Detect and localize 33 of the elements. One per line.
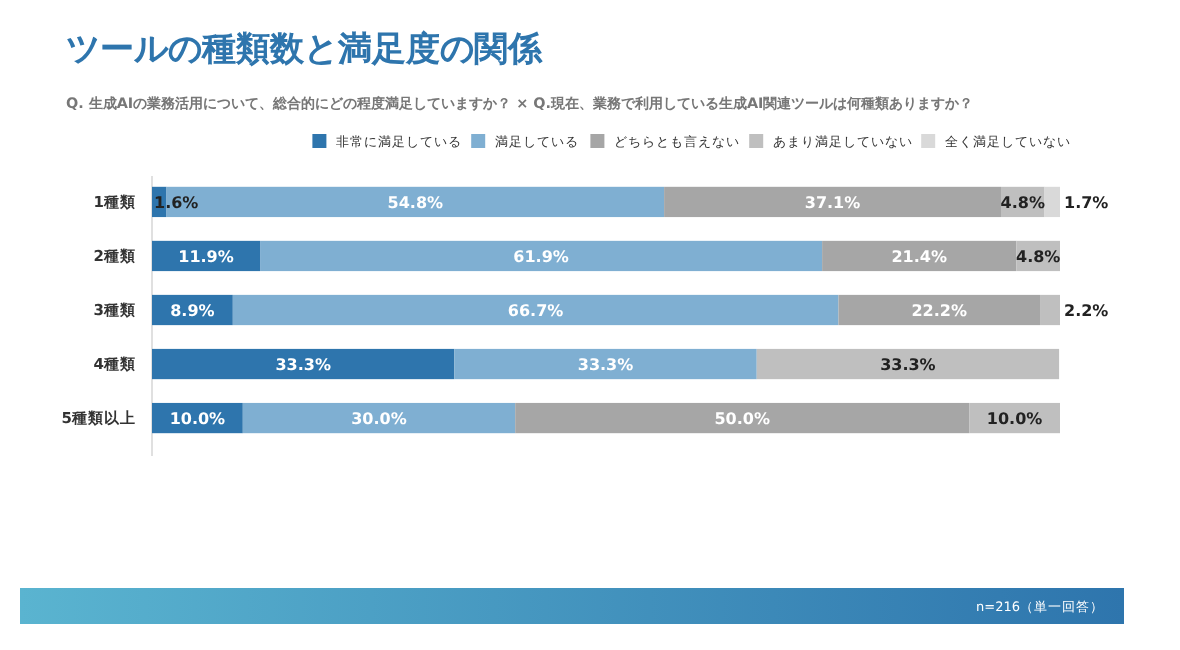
bar — [260, 240, 823, 272]
data-label: 11.9% — [178, 247, 234, 266]
data-label: 61.9% — [513, 247, 569, 266]
bar — [1040, 294, 1060, 326]
data-label: 10.0% — [986, 409, 1043, 428]
data-label: 1.6% — [154, 193, 199, 212]
bar — [838, 294, 1041, 326]
data-label: 22.2% — [911, 301, 967, 320]
bar — [232, 294, 839, 326]
data-label: 21.4% — [891, 247, 948, 266]
bar — [664, 186, 1001, 218]
data-label: 2.2% — [1064, 301, 1109, 320]
bar — [454, 348, 757, 380]
bar — [756, 348, 1060, 380]
chart-title: ツールの種類数と満足度の関係 — [66, 30, 544, 70]
data-label: 37.1% — [804, 193, 861, 212]
data-label: 50.0% — [714, 409, 770, 428]
bar — [242, 402, 516, 434]
data-label: 1.7% — [1064, 193, 1109, 212]
bar — [822, 240, 1017, 272]
data-label: 54.8% — [387, 193, 444, 212]
data-label: 4.8% — [1000, 193, 1045, 212]
data-label: 33.3% — [880, 355, 936, 374]
data-label: 10.0% — [169, 409, 226, 428]
bar — [1044, 186, 1060, 218]
data-label: 33.3% — [577, 355, 634, 374]
data-label: 8.9% — [170, 301, 215, 320]
bar — [152, 348, 455, 380]
data-label: 33.3% — [275, 355, 331, 374]
data-label: 66.7% — [507, 301, 564, 320]
bar — [515, 402, 970, 434]
data-label: 30.0% — [351, 409, 407, 428]
data-label: 4.8% — [1016, 247, 1061, 266]
